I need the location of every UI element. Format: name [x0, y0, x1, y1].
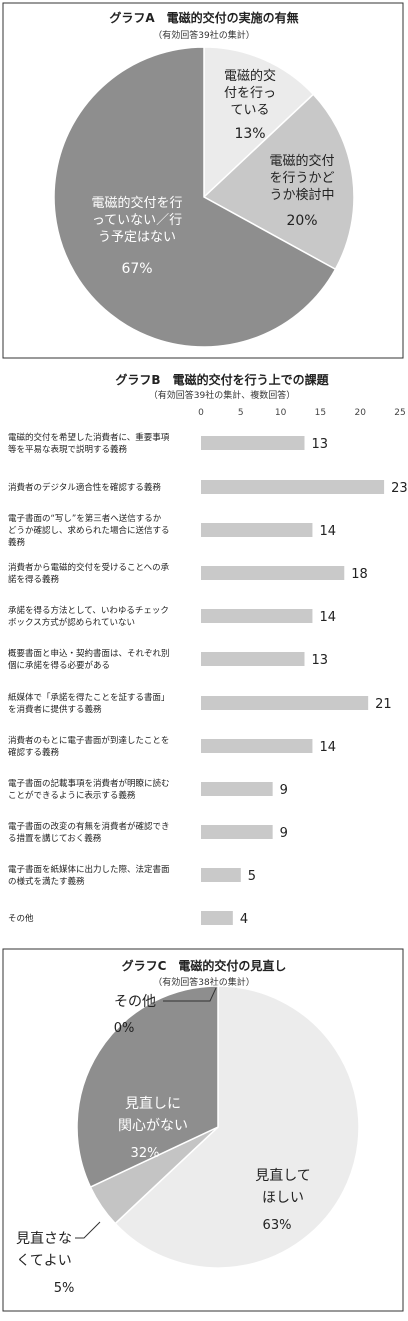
graph-a-title: グラフA 電磁的交付の実施の有無 — [109, 10, 298, 25]
graph-b-tick-25: 25 — [394, 408, 405, 418]
graph-b-bar-10 — [201, 868, 241, 882]
graph-b-category-label-1: 消費者のデジタル適合性を確認する義務 — [8, 482, 161, 493]
graph-b-value-label-10: 5 — [248, 869, 256, 884]
graph-b-value-label-3: 18 — [351, 567, 368, 582]
graph-c-leader-2 — [75, 1221, 101, 1239]
graph-b-value-label-7: 14 — [319, 740, 336, 755]
graph-b-category-label-11: その他 — [8, 913, 34, 924]
graph-a-slice-value-1: 20% — [286, 213, 317, 229]
graph-c-subtitle: （有効回答38社の集計） — [153, 976, 254, 988]
graph-b-tick-20: 20 — [354, 408, 366, 418]
graph-b-category-label-4: 承諾を得る方法として、いわゆるチェックボックス方式が認められていない — [8, 605, 169, 628]
graph-b-category-label-6: 紙媒体で「承諾を得たことを証する書面」を消費者に提供する義務 — [8, 692, 170, 715]
graph-b-bar-3 — [201, 566, 345, 580]
graph-c-slice-label-1: 見直してほしい — [255, 1167, 311, 1206]
graph-b-panel: グラフB 電磁的交付を行う上での課題 （有効回答39社の集計、複数回答） 0 5 1… — [0, 364, 408, 944]
graph-c-leader-0 — [163, 987, 217, 1002]
graph-b-bar-1 — [201, 480, 385, 494]
graph-a-slice-label-0: 電磁的交付を行っている — [224, 68, 276, 118]
graph-a-chart: グラフA 電磁的交付の実施の有無 （有効回答39社の集計） 電磁的交付を行ってい… — [2, 2, 404, 359]
graph-b-value-label-8: 9 — [280, 783, 288, 798]
graph-b-title: グラフB 電磁的交付を行う上での課題 — [115, 372, 329, 387]
graph-b-value-label-5: 13 — [311, 653, 328, 668]
graph-b-value-label-0: 13 — [311, 437, 328, 452]
graph-b-value-label-2: 14 — [319, 524, 336, 539]
graph-b-category-label-9: 電子書面の改変の有無を消費者が確認できる措置を講じておく義務 — [8, 821, 170, 844]
graph-a-subtitle: （有効回答39社の集計） — [153, 29, 254, 41]
graph-b-tick-10: 10 — [275, 408, 287, 418]
graph-b-category-label-3: 消費者から電磁的交付を受けることへの承諾を得る義務 — [8, 562, 170, 585]
graph-b-value-label-9: 9 — [280, 826, 288, 841]
graph-b-bar-2 — [201, 523, 313, 537]
graph-b-value-label-6: 21 — [375, 697, 392, 712]
graph-a-slice-value-0: 13% — [234, 126, 265, 142]
graph-b-category-label-10: 電子書面を紙媒体に出力した際、法定書面の様式を満たす義務 — [8, 864, 170, 887]
graph-c-slice-label-0: その他 — [114, 994, 156, 1010]
graph-a-frame — [2, 2, 404, 359]
graph-b-category-label-5: 概要書面と申込・契約書面は、それぞれ別個に承諾を得る必要がある — [8, 648, 170, 671]
graph-b-category-label-2: 電子書面の“写し”を第三者へ送信するかどうか確認し、求められた場合に送信する義務 — [8, 513, 170, 548]
graph-a-slice-value-2: 67% — [121, 261, 152, 277]
graph-a-panel: グラフA 電磁的交付の実施の有無 （有効回答39社の集計） 電磁的交付を行ってい… — [0, 0, 408, 362]
graph-a-slice-1 — [202, 93, 355, 271]
graph-c-slice-1 — [114, 985, 360, 1269]
graph-b-value-label-4: 14 — [319, 610, 336, 625]
graph-b-bar-11 — [201, 911, 233, 925]
graph-b-category-label-0: 電磁的交付を希望した消費者に、重要事項等を平易な表現で説明する義務 — [8, 432, 170, 455]
graph-c-chart: グラフC 電磁的交付の見直し （有効回答38社の集計） その他 0% 見直してほしい… — [2, 948, 404, 1312]
graph-b-tick-15: 15 — [315, 408, 326, 418]
graph-b-bar-6 — [201, 696, 369, 710]
graph-a-slice-label-1: 電磁的交付を行うかどうか検討中 — [269, 153, 334, 203]
graph-c-slice-label-3: 見直しに関心がない — [118, 1095, 188, 1134]
graph-c-slice-value-3: 32% — [131, 1146, 160, 1161]
graph-b-subtitle: （有効回答39社の集計、複数回答） — [149, 389, 295, 401]
graph-a-slice-label-2: 電磁的交付を行っていない／行う予定はない — [91, 195, 182, 245]
graph-c-title: グラフC 電磁的交付の見直し — [122, 958, 287, 973]
graph-b-bar-0 — [201, 436, 305, 450]
graph-c-slice-value-2: 5% — [54, 1281, 75, 1296]
graph-a-slice-2 — [53, 46, 337, 348]
graph-c-slice-label-2: 見直さなくてよい — [16, 1230, 72, 1269]
graph-b-value-label-1: 23 — [391, 481, 408, 496]
graph-b-tick-5: 5 — [238, 408, 244, 418]
graph-b-bar-7 — [201, 739, 313, 753]
graph-b-bar-4 — [201, 609, 313, 623]
graph-b-chart: グラフB 電磁的交付を行う上での課題 （有効回答39社の集計、複数回答） 0 5 1… — [8, 372, 408, 927]
graph-b-bar-5 — [201, 652, 305, 666]
graph-b-bar-9 — [201, 825, 273, 839]
graph-b-category-label-7: 消費者のもとに電子書面が到達したことを確認する義務 — [8, 735, 169, 758]
graph-b-category-label-8: 電子書面の記載事項を消費者が明瞭に読むことができるように表示する義務 — [8, 778, 170, 801]
graph-c-slice-value-0: 0% — [114, 1021, 135, 1036]
graph-b-value-label-11: 4 — [240, 912, 248, 927]
graph-b-tick-0: 0 — [198, 408, 204, 418]
graph-c-panel: グラフC 電磁的交付の見直し （有効回答38社の集計） その他 0% 見直してほしい… — [0, 946, 408, 1317]
graph-a-slice-0 — [203, 46, 315, 199]
graph-c-slice-3 — [76, 985, 219, 1189]
graph-b-bar-8 — [201, 782, 273, 796]
graph-c-slice-value-1: 63% — [263, 1218, 292, 1233]
graph-c-frame — [2, 948, 404, 1312]
